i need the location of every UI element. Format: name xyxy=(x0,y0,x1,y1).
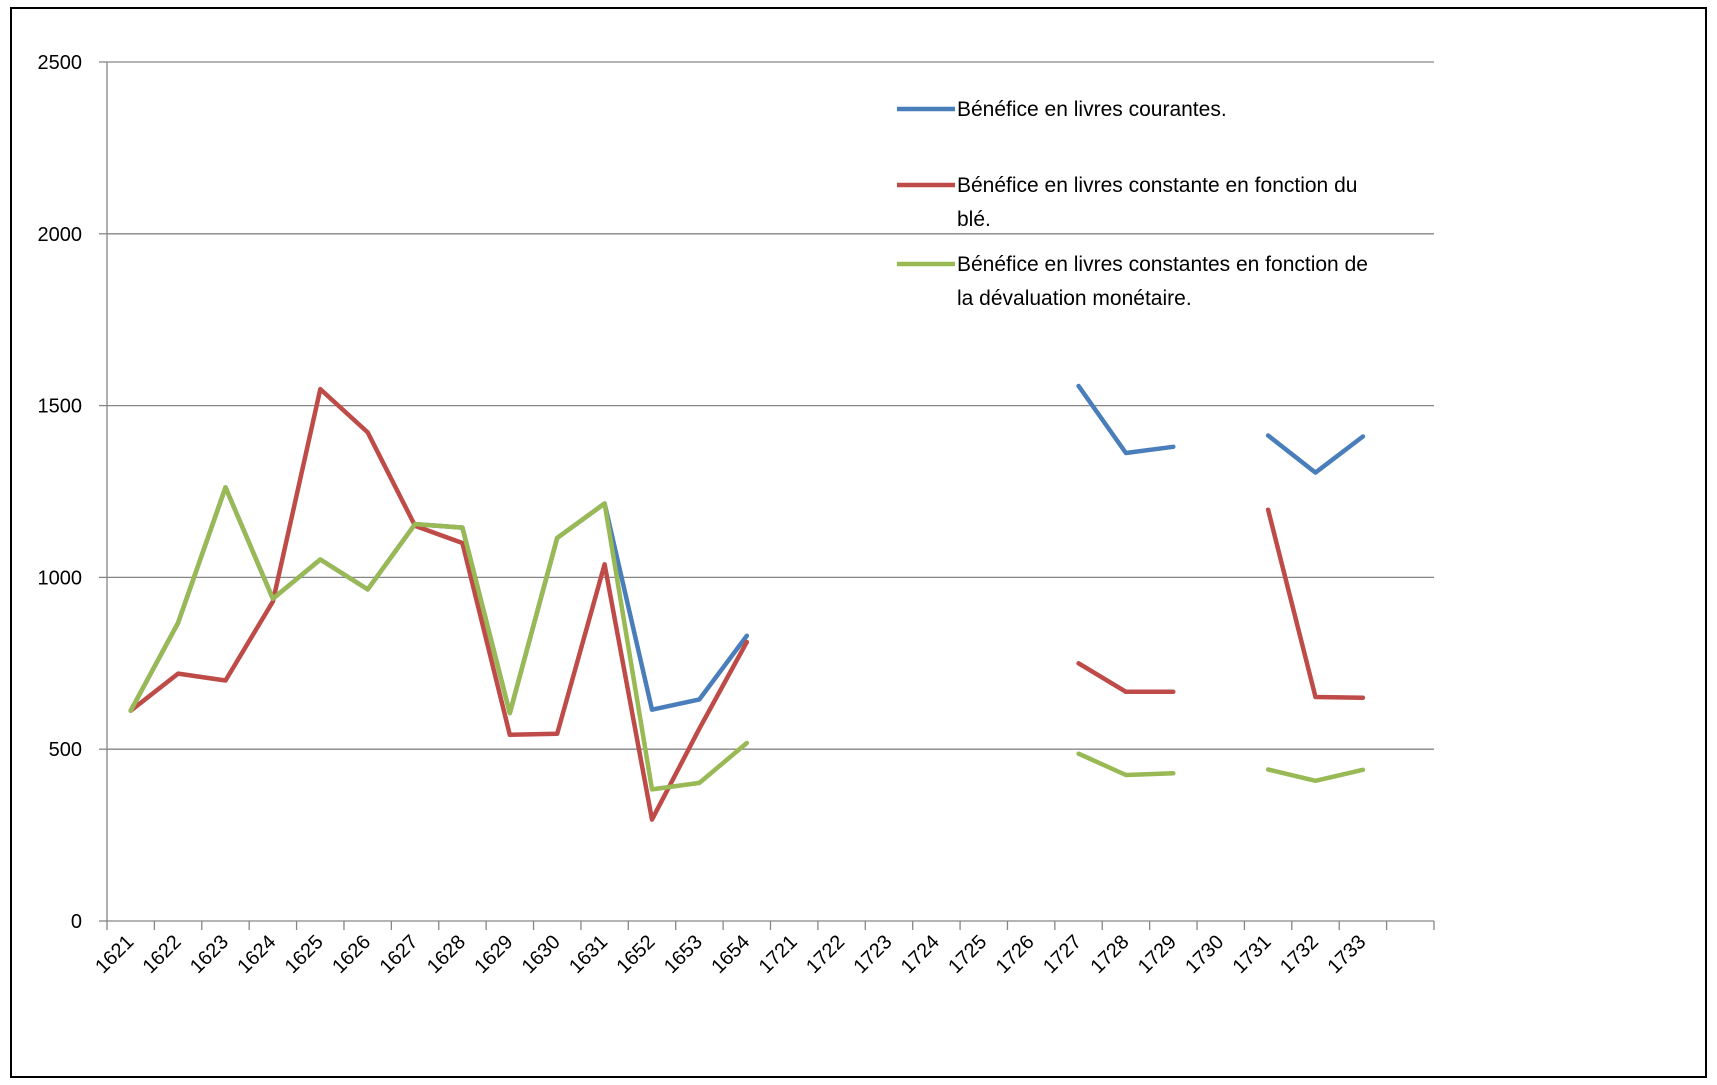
x-tick-label: 1726 xyxy=(992,931,1039,978)
legend: Bénéfice en livres courantes. Bénéfice en… xyxy=(897,98,1368,310)
x-tick-label: 1631 xyxy=(565,931,612,978)
y-tick-labels: 0 500 1000 1500 2000 2500 xyxy=(38,52,83,933)
series-line-3 xyxy=(1265,767,1366,784)
x-tick-label: 1721 xyxy=(755,931,802,978)
x-tick-label: 1723 xyxy=(849,931,896,978)
series-line-1 xyxy=(1265,433,1366,475)
chart-frame xyxy=(10,7,1707,1078)
legend-label-3: la dévaluation monétaire. xyxy=(957,287,1192,310)
y-tick-label: 2000 xyxy=(38,224,83,246)
x-tick-label: 1621 xyxy=(91,931,138,978)
x-tick-label: 1630 xyxy=(518,931,565,978)
legend-label-2: blé. xyxy=(957,208,991,231)
y-tick-label: 0 xyxy=(71,911,82,933)
y-tick-label: 1500 xyxy=(38,396,83,418)
legend-label-3: Bénéfice en livres constantes en fonctio… xyxy=(957,253,1368,276)
x-tick-label: 1729 xyxy=(1134,931,1181,978)
gridlines xyxy=(107,61,1434,750)
legend-label-1: Bénéfice en livres courantes. xyxy=(957,98,1227,121)
x-tick-label: 1623 xyxy=(186,931,233,978)
x-tick-label: 1730 xyxy=(1181,931,1228,978)
series-lines xyxy=(128,383,1366,822)
y-tick-label: 2500 xyxy=(38,52,83,74)
x-tick-label: 1733 xyxy=(1323,931,1370,978)
y-tick-label: 500 xyxy=(49,739,82,761)
x-tick-label: 1722 xyxy=(802,931,849,978)
x-tick-label: 1625 xyxy=(281,931,328,978)
series-line-2 xyxy=(1265,507,1366,700)
x-tick-label: 1622 xyxy=(139,931,186,978)
x-tick-label: 1624 xyxy=(233,931,280,978)
x-tick-label: 1728 xyxy=(1086,931,1133,978)
x-tick-label: 1732 xyxy=(1276,931,1323,978)
x-tick-label: 1629 xyxy=(470,931,517,978)
legend-label-2: Bénéfice en livres constante en fonction… xyxy=(957,174,1357,197)
series-line-3 xyxy=(128,485,750,792)
x-tick-label: 1725 xyxy=(944,931,991,978)
x-tick-label: 1724 xyxy=(897,931,944,978)
x-tick-label: 1628 xyxy=(423,931,470,978)
x-tick-label: 1627 xyxy=(376,931,423,978)
x-tick-label: 1654 xyxy=(707,931,754,978)
x-tick-label: 1727 xyxy=(1039,931,1086,978)
x-tick-label: 1731 xyxy=(1229,931,1276,978)
series-line-2 xyxy=(128,386,750,822)
series-line-2 xyxy=(1076,661,1176,695)
x-tick-label: 1653 xyxy=(660,931,707,978)
series-line-1 xyxy=(1076,383,1176,456)
axes xyxy=(99,61,1435,930)
x-tick-label: 1652 xyxy=(613,931,660,978)
x-tick-labels: 1621 1622 1623 1624 1625 1626 1627 1628 1629 1630… xyxy=(91,931,1370,978)
y-tick-label: 1000 xyxy=(38,567,83,589)
x-tick-label: 1626 xyxy=(328,931,375,978)
series-line-3 xyxy=(1076,751,1176,778)
